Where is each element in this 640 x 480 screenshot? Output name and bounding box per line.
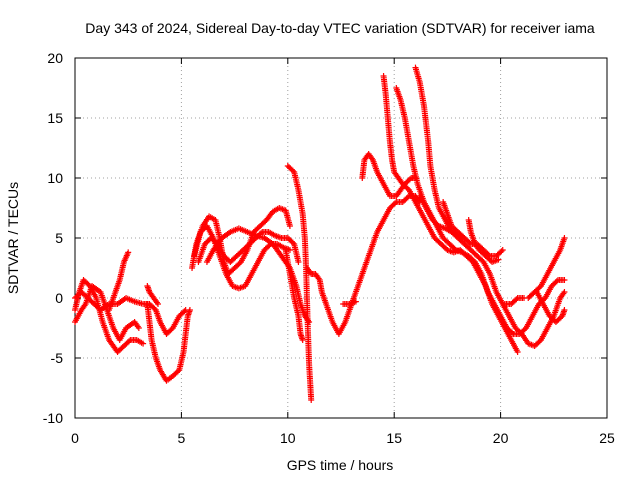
data-point <box>561 307 568 313</box>
data-point <box>392 200 399 207</box>
x-tick-label: 20 <box>493 430 509 446</box>
data-point <box>513 296 520 303</box>
data-point <box>498 248 505 255</box>
data-point <box>135 325 142 331</box>
data-point <box>561 289 568 295</box>
x-tick-label: 5 <box>178 430 186 446</box>
data-point <box>154 301 161 307</box>
y-tick-label: 20 <box>47 50 63 66</box>
series-arc-22 <box>501 295 528 307</box>
series-arc-14 <box>340 298 359 307</box>
data-point <box>186 307 193 313</box>
x-tick-label: 0 <box>71 430 79 446</box>
data-point <box>181 308 188 315</box>
x-tick-label: 25 <box>599 430 615 446</box>
axis-ticks: 0 5 10 15 20 25 -10 -5 0 5 10 15 20 <box>43 50 615 446</box>
series-arc-23 <box>525 235 568 301</box>
data-point <box>460 233 467 240</box>
series-arc-24 <box>533 289 568 325</box>
y-tick-label: 15 <box>47 110 63 126</box>
y-tick-label: -5 <box>51 350 64 366</box>
series-arc-2 <box>72 277 147 355</box>
data-point <box>140 340 147 347</box>
series-arc-17 <box>393 85 568 337</box>
series-arc-18 <box>412 64 568 349</box>
x-axis-label: GPS time / hours <box>287 457 394 473</box>
series-arc-11 <box>282 247 306 343</box>
y-tick-label: 10 <box>47 170 63 186</box>
data-point <box>286 223 293 229</box>
data-point <box>553 278 560 285</box>
y-axis-label: SDTVAR / TECUs <box>5 182 21 294</box>
data-point <box>299 337 306 343</box>
x-tick-label: 15 <box>386 430 402 446</box>
series-arc-21 <box>465 217 502 265</box>
data-point <box>406 176 413 183</box>
series-arc-19 <box>416 193 506 259</box>
grid-lines <box>75 58 607 418</box>
y-tick-label: 0 <box>55 290 63 306</box>
y-tick-label: 5 <box>55 230 63 246</box>
data-point <box>509 329 516 336</box>
y-tick-label: -10 <box>43 410 63 426</box>
data-point <box>495 256 502 263</box>
data-point <box>352 298 359 305</box>
data-markers <box>72 64 568 403</box>
data-point <box>126 338 133 345</box>
data-point <box>461 235 468 241</box>
data-point <box>125 249 132 256</box>
series-arc-4 <box>106 249 132 313</box>
series-arc-6 <box>144 283 161 307</box>
data-point <box>561 277 568 283</box>
data-point <box>499 247 506 253</box>
series-arc-13 <box>303 193 423 337</box>
data-point <box>295 259 302 265</box>
series-arc-5 <box>144 301 193 384</box>
series-arc-20 <box>440 199 468 241</box>
x-tick-label: 10 <box>280 430 296 446</box>
chart-title: Day 343 of 2024, Sidereal Day-to-day VTE… <box>85 20 595 36</box>
data-point <box>561 235 568 241</box>
data-point <box>514 349 521 355</box>
data-point <box>308 397 315 403</box>
